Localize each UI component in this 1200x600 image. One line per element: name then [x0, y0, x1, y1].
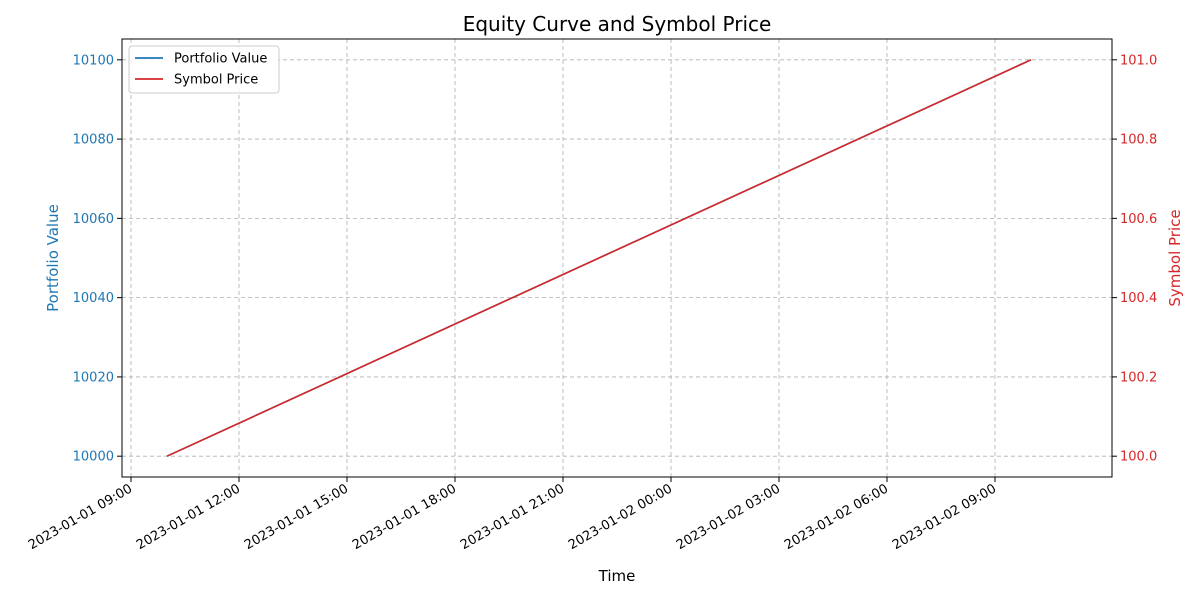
- right-y-tick-label: 100.8: [1120, 133, 1157, 148]
- right-y-tick-label: 100.6: [1120, 212, 1157, 227]
- left-y-tick-label: 10080: [73, 133, 114, 148]
- legend: Portfolio Value Symbol Price: [128, 45, 280, 94]
- left-y-tick-label: 10000: [73, 450, 114, 465]
- left-y-tick-label: 10020: [73, 370, 114, 385]
- legend-box: [128, 45, 280, 94]
- grid-lines: [122, 39, 1112, 477]
- x-tick-label: 2023-01-01 09:00: [26, 481, 135, 553]
- left-y-tick-label: 10060: [73, 212, 114, 227]
- right-y-tick-label: 101.0: [1120, 53, 1157, 68]
- legend-label: Symbol Price: [174, 73, 258, 88]
- series-layer: [166, 59, 1032, 457]
- legend-label: Portfolio Value: [174, 52, 267, 67]
- x-tick-label: 2023-01-02 00:00: [566, 481, 675, 553]
- left-y-axis: 10000 10020 10040 10060 10080 10100: [73, 53, 122, 465]
- x-axis-label: Time: [598, 567, 636, 585]
- left-y-tick-label: 10100: [73, 53, 114, 68]
- right-y-tick-label: 100.2: [1120, 370, 1157, 385]
- left-y-axis-label: Portfolio Value: [44, 204, 62, 312]
- left-y-tick-label: 10040: [73, 291, 114, 306]
- x-axis: 2023-01-01 09:00 2023-01-01 12:00 2023-01-…: [26, 477, 999, 553]
- x-tick-label: 2023-01-02 09:00: [890, 481, 999, 553]
- right-y-tick-label: 100.0: [1120, 450, 1157, 465]
- x-tick-label: 2023-01-02 06:00: [782, 481, 891, 553]
- x-tick-label: 2023-01-01 18:00: [350, 481, 459, 553]
- chart-title: Equity Curve and Symbol Price: [463, 12, 772, 36]
- x-tick-label: 2023-01-01 21:00: [458, 481, 567, 553]
- x-tick-label: 2023-01-02 03:00: [674, 481, 783, 553]
- right-y-tick-label: 100.4: [1120, 291, 1157, 306]
- series-line-symbol-price: [166, 59, 1032, 457]
- right-y-axis-label: Symbol Price: [1166, 209, 1184, 306]
- right-y-axis: 100.0 100.2 100.4 100.6 100.8 101.0: [1112, 53, 1157, 465]
- plot-frame: [121, 38, 1113, 478]
- x-tick-label: 2023-01-01 12:00: [134, 481, 243, 553]
- x-tick-label: 2023-01-01 15:00: [242, 481, 351, 553]
